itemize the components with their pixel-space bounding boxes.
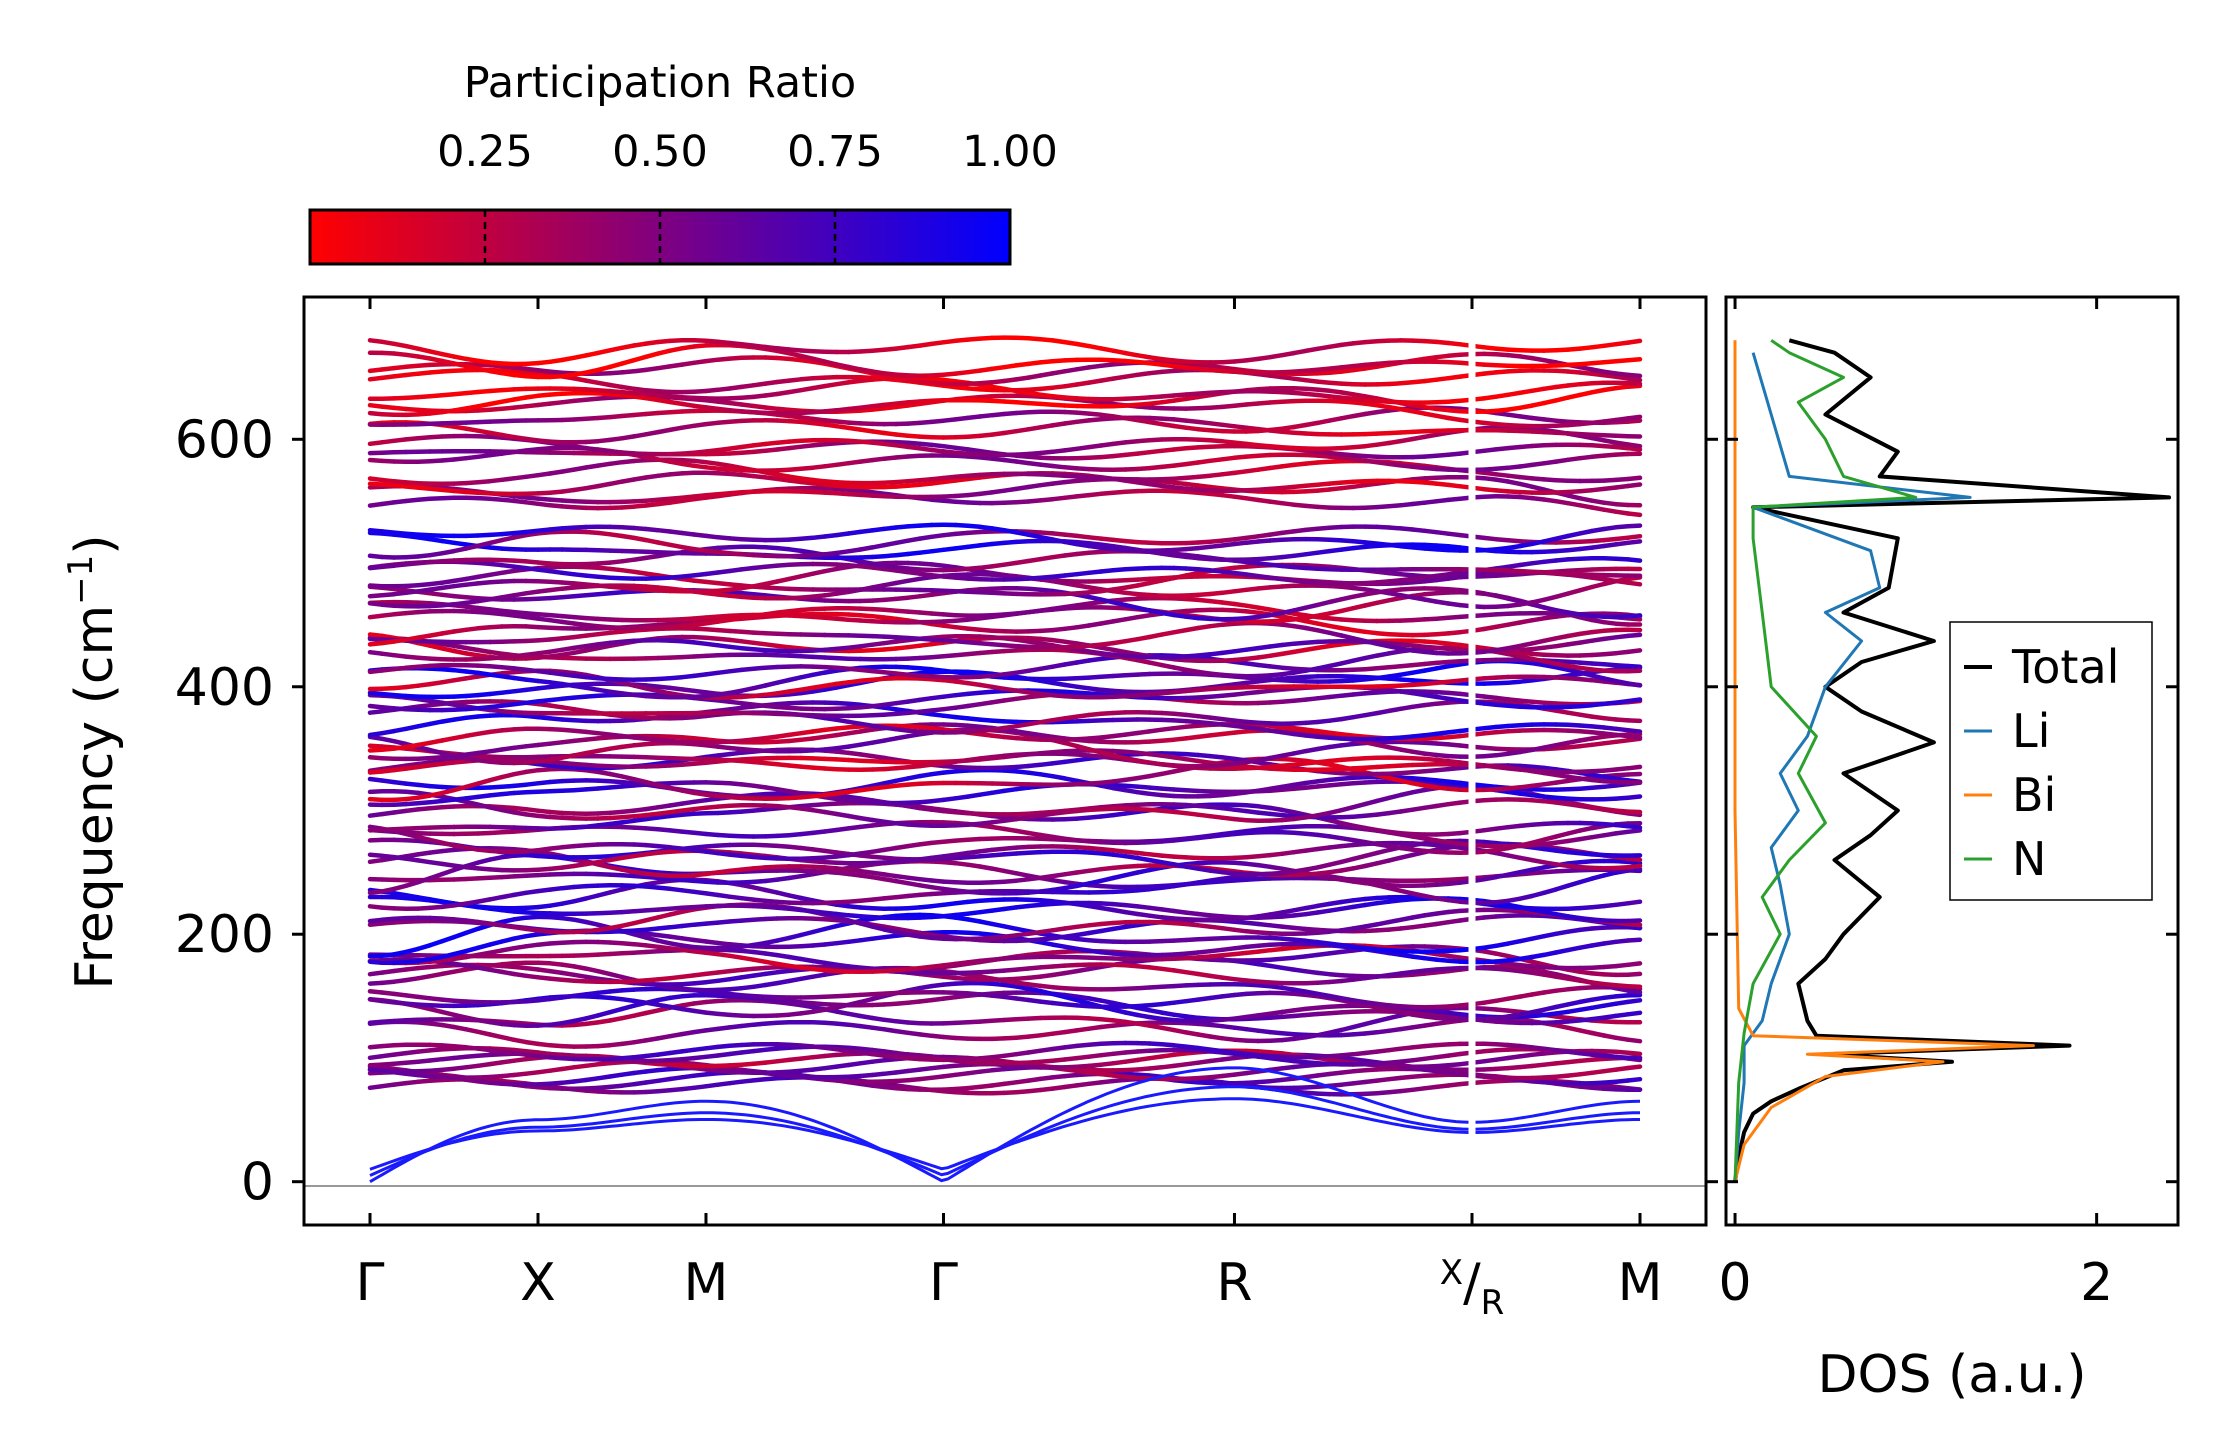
band-segment	[1625, 856, 1643, 863]
band-segment	[1625, 1064, 1643, 1071]
band-segment	[1625, 918, 1643, 924]
band-segment	[1625, 718, 1643, 724]
band-segment	[1625, 1010, 1643, 1017]
band-segment	[1625, 1037, 1643, 1044]
band-segment	[1625, 924, 1643, 931]
band-segment	[1625, 823, 1643, 830]
band-segment	[1625, 727, 1643, 734]
colorbar: Participation Ratio 0.25 0.50 0.75 1.00	[308, 58, 1058, 266]
band-segment	[1625, 764, 1643, 771]
colorbar-tick-label: 0.50	[612, 127, 708, 177]
colorbar-title: Participation Ratio	[464, 58, 857, 108]
optical-band	[367, 902, 1643, 942]
band-segment	[1625, 988, 1643, 995]
optical-band	[367, 986, 1643, 1022]
band-segment	[1625, 863, 1643, 870]
band-segment	[1625, 828, 1643, 835]
band-segment	[1625, 937, 1643, 943]
band-lines	[367, 335, 1643, 1185]
band-segment	[1625, 733, 1643, 740]
colorbar-tick-label: 1.00	[962, 127, 1058, 177]
optical-band	[367, 791, 1643, 820]
band-segment	[1625, 1050, 1643, 1057]
colorbar-tick-label: 0.25	[437, 127, 533, 177]
colorbar-tick-label: 0.75	[787, 127, 883, 177]
optical-band	[367, 1016, 1643, 1049]
colorbar-ticks: 0.25 0.50 0.75 1.00	[437, 127, 1058, 264]
band-segment	[1625, 771, 1643, 777]
optical-band	[367, 1040, 1643, 1063]
band-segment	[1625, 961, 1643, 968]
band-segment	[1625, 794, 1643, 800]
band-segment	[1625, 921, 1643, 928]
band-segment	[1625, 1076, 1643, 1083]
band-segment	[1625, 971, 1643, 977]
optical-band	[367, 990, 1643, 1028]
band-segment	[1625, 983, 1643, 989]
band-segment	[1625, 998, 1643, 1005]
band-segment	[1625, 859, 1643, 866]
band-segment	[1625, 899, 1643, 906]
band-segment	[1625, 868, 1643, 874]
